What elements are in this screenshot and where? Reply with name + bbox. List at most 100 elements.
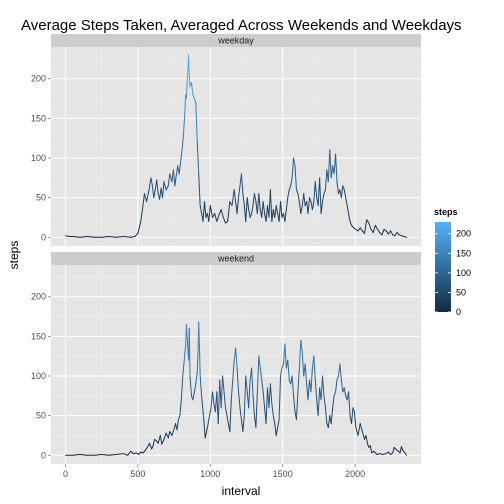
- line-segment: [143, 193, 148, 203]
- line-segment: [298, 339, 302, 369]
- line-segment: [355, 427, 359, 436]
- line-segment: [320, 375, 324, 401]
- line-segment: [253, 193, 257, 203]
- line-segment: [229, 399, 232, 432]
- line-segment: [394, 232, 398, 237]
- line-segment: [272, 415, 276, 425]
- line-segment: [198, 173, 201, 207]
- line-segment: [359, 423, 363, 432]
- series-line-weekend: [64, 321, 408, 456]
- line-segment: [274, 423, 277, 436]
- line-segment: [303, 193, 306, 207]
- line-segment: [146, 190, 150, 203]
- y-tick-label: 200: [31, 292, 46, 302]
- line-segment: [327, 415, 331, 429]
- y-tick-label: 100: [31, 153, 46, 163]
- line-segment: [364, 219, 368, 234]
- line-segment: [295, 391, 299, 421]
- line-segment: [381, 228, 385, 236]
- line-segment: [342, 185, 345, 191]
- line-segment: [151, 185, 155, 199]
- line-segment: [232, 359, 235, 381]
- line-segment: [167, 430, 171, 439]
- line-segment: [185, 323, 188, 337]
- line-segment: [336, 181, 339, 195]
- line-segment: [93, 453, 103, 456]
- line-segment: [314, 181, 318, 199]
- line-segment: [278, 201, 282, 222]
- line-segment: [335, 379, 338, 393]
- line-segment: [179, 399, 182, 417]
- line-segment: [196, 351, 199, 373]
- line-segment: [239, 407, 242, 421]
- line-segment: [322, 193, 325, 203]
- line-segment: [172, 169, 176, 187]
- line-segment: [220, 209, 224, 218]
- panel-background: [51, 47, 421, 246]
- line-segment: [201, 395, 205, 421]
- line-segment: [130, 450, 135, 455]
- line-segment: [277, 419, 280, 429]
- line-segment: [332, 395, 335, 409]
- line-segment: [335, 153, 338, 183]
- line-segment: [255, 391, 258, 429]
- line-segment: [265, 387, 268, 425]
- line-segment: [163, 432, 167, 440]
- line-segment: [307, 197, 310, 214]
- line-segment: [162, 181, 165, 199]
- line-segment: [269, 383, 273, 405]
- line-segment: [223, 391, 226, 409]
- line-segment: [357, 227, 361, 232]
- line-segment: [176, 419, 179, 431]
- line-segment: [320, 201, 324, 214]
- line-segment: [72, 453, 81, 456]
- line-segment: [268, 383, 271, 409]
- line-segment: [151, 445, 154, 450]
- line-segment: [307, 379, 310, 401]
- line-segment: [64, 235, 69, 237]
- line-segment: [169, 173, 173, 183]
- line-segment: [373, 450, 378, 455]
- line-segment: [208, 205, 211, 222]
- line-segment: [171, 428, 175, 436]
- y-tick-label: 150: [31, 113, 46, 123]
- line-segment: [281, 363, 284, 369]
- y-tick-label: 0: [41, 450, 46, 460]
- line-segment: [258, 355, 261, 369]
- line-segment: [368, 222, 372, 230]
- line-segment: [256, 355, 260, 393]
- line-segment: [287, 189, 290, 199]
- y-tick-label: 200: [31, 74, 46, 84]
- line-segment: [115, 453, 124, 455]
- line-segment: [108, 235, 117, 238]
- legend-break-label: 150: [456, 248, 471, 258]
- line-segment: [142, 193, 145, 207]
- line-segment: [226, 415, 229, 425]
- line-segment: [400, 446, 404, 452]
- line-segment: [72, 235, 81, 238]
- line-segment: [183, 343, 187, 361]
- line-segment: [214, 212, 218, 222]
- line-segment: [240, 173, 244, 195]
- line-segment: [374, 224, 379, 230]
- line-segment: [175, 165, 179, 176]
- line-segment: [256, 193, 260, 214]
- line-segment: [238, 391, 241, 409]
- line-segment: [189, 375, 192, 397]
- line-segment: [192, 391, 195, 401]
- line-segment: [79, 235, 88, 238]
- line-segment: [348, 391, 351, 417]
- line-segment: [291, 157, 295, 179]
- line-segment: [261, 201, 264, 218]
- line-segment: [153, 189, 156, 199]
- line-segment: [387, 451, 392, 455]
- legend-break-label: 200: [456, 229, 471, 239]
- line-segment: [252, 395, 255, 417]
- line-segment: [340, 185, 344, 199]
- line-segment: [108, 453, 117, 456]
- line-segment: [404, 452, 408, 456]
- line-segment: [101, 453, 110, 456]
- line-segment: [181, 133, 184, 151]
- line-segment: [252, 193, 255, 207]
